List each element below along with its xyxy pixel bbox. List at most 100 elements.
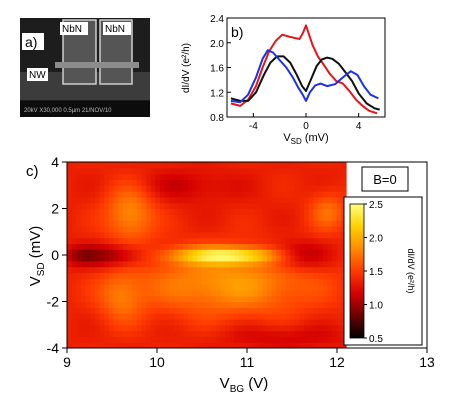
heatmap-cell bbox=[71, 295, 77, 303]
heatmap-cell bbox=[108, 330, 115, 337]
heatmap-cell bbox=[76, 260, 82, 268]
heatmap-cell bbox=[187, 260, 194, 268]
heatmap-cell bbox=[234, 220, 240, 227]
heatmap-cell bbox=[183, 330, 189, 337]
heatmap-cell bbox=[243, 214, 249, 221]
heatmap-cell bbox=[253, 179, 259, 186]
heatmap-cell bbox=[336, 202, 342, 210]
heatmap-cell bbox=[294, 318, 301, 326]
heatmap-cell bbox=[201, 214, 208, 221]
heatmap-cell bbox=[304, 214, 310, 221]
heatmap-cell bbox=[225, 173, 231, 181]
heatmap-cell bbox=[160, 342, 166, 348]
heatmap-cell bbox=[229, 196, 235, 204]
heatmap-cell bbox=[118, 225, 124, 233]
heatmap-cell bbox=[294, 191, 301, 198]
heatmap-cell bbox=[257, 167, 263, 175]
heatmap-cell bbox=[211, 324, 217, 332]
heatmap-cell bbox=[243, 179, 249, 186]
heatmap-cell bbox=[206, 295, 212, 303]
heatmap-cell bbox=[215, 307, 222, 314]
heatmap-cell bbox=[313, 295, 319, 303]
heatmap-cell bbox=[141, 255, 147, 262]
heatmap-cell bbox=[71, 225, 77, 233]
heatmap-cell bbox=[146, 284, 152, 291]
heatmap-cell bbox=[257, 301, 263, 308]
heatmap-cell bbox=[132, 185, 138, 192]
heatmap-cell bbox=[211, 249, 217, 256]
heatmap-cell bbox=[225, 324, 231, 332]
heatmap-cell bbox=[136, 173, 142, 181]
heatmap-cell bbox=[197, 202, 203, 210]
heatmap-cell bbox=[206, 318, 212, 326]
heatmap-cell bbox=[173, 225, 180, 233]
heatmap-cell bbox=[164, 272, 170, 279]
heatmap-cell bbox=[285, 237, 291, 244]
heatmap-cell bbox=[225, 185, 231, 192]
heatmap-cell bbox=[266, 318, 273, 326]
heatmap-cell bbox=[248, 220, 254, 227]
heatmap-cell bbox=[71, 208, 77, 215]
heatmap-cell bbox=[136, 272, 142, 279]
heatmap-cell bbox=[299, 318, 305, 326]
heatmap-cell bbox=[76, 336, 82, 343]
heatmap-cell bbox=[76, 324, 82, 332]
heatmap-cell bbox=[239, 313, 245, 320]
heatmap-cell bbox=[239, 289, 245, 297]
heatmap-cell bbox=[99, 225, 105, 233]
heatmap-cell bbox=[146, 330, 152, 337]
heatmap-cell bbox=[253, 301, 259, 308]
heatmap-cell bbox=[160, 225, 166, 233]
heatmap-cell bbox=[234, 243, 240, 250]
heatmap-cell bbox=[262, 272, 268, 279]
heatmap-cell bbox=[122, 202, 129, 210]
heatmap-cell bbox=[150, 237, 156, 244]
heatmap-cell bbox=[118, 249, 124, 256]
heatmap-cell bbox=[99, 179, 105, 186]
heatmap-cell bbox=[243, 208, 249, 215]
heatmap-cell bbox=[136, 167, 142, 175]
panel-b-curves bbox=[230, 24, 380, 115]
heatmap-cell bbox=[257, 179, 263, 186]
heatmap-cell bbox=[197, 313, 203, 320]
heatmap-cell bbox=[332, 220, 338, 227]
heatmap-cell bbox=[220, 237, 226, 244]
heatmap-cell bbox=[248, 295, 254, 303]
heatmap-cell bbox=[197, 301, 203, 308]
heatmap-cell bbox=[243, 313, 249, 320]
heatmap-cell bbox=[299, 307, 305, 314]
heatmap-cell bbox=[243, 173, 249, 181]
heatmap-cell bbox=[215, 231, 222, 239]
heatmap-cell bbox=[178, 208, 184, 215]
heatmap-cell bbox=[99, 162, 105, 169]
heatmap-cell bbox=[313, 173, 319, 181]
heatmap-cell bbox=[113, 173, 119, 181]
heatmap-cell bbox=[141, 301, 147, 308]
heatmap-cell bbox=[178, 162, 184, 169]
heatmap-cell bbox=[248, 266, 254, 274]
heatmap-cell bbox=[164, 342, 170, 348]
heatmap-cell bbox=[215, 179, 222, 186]
heatmap-cell bbox=[313, 162, 319, 169]
heatmap-cell bbox=[215, 260, 222, 268]
heatmap-cell bbox=[294, 324, 301, 332]
heatmap-cell bbox=[127, 307, 133, 314]
heatmap-cell bbox=[280, 336, 287, 343]
heatmap-cell bbox=[132, 284, 138, 291]
heatmap-cell bbox=[211, 220, 217, 227]
heatmap-cell bbox=[160, 243, 166, 250]
heatmap-cell bbox=[220, 289, 226, 297]
heatmap-cell bbox=[155, 191, 161, 198]
heatmap-cell bbox=[150, 295, 156, 303]
heatmap-cell bbox=[141, 208, 147, 215]
heatmap-cell bbox=[290, 278, 296, 285]
heatmap-cell bbox=[336, 318, 342, 326]
heatmap-cell bbox=[141, 162, 147, 169]
heatmap-cell bbox=[336, 237, 342, 244]
heatmap-cell bbox=[85, 301, 91, 308]
heatmap-cell bbox=[266, 278, 273, 285]
heatmap-cell bbox=[313, 289, 319, 297]
heatmap-cell bbox=[280, 260, 287, 268]
heatmap-cell bbox=[229, 342, 235, 348]
heatmap-cell bbox=[280, 342, 287, 348]
